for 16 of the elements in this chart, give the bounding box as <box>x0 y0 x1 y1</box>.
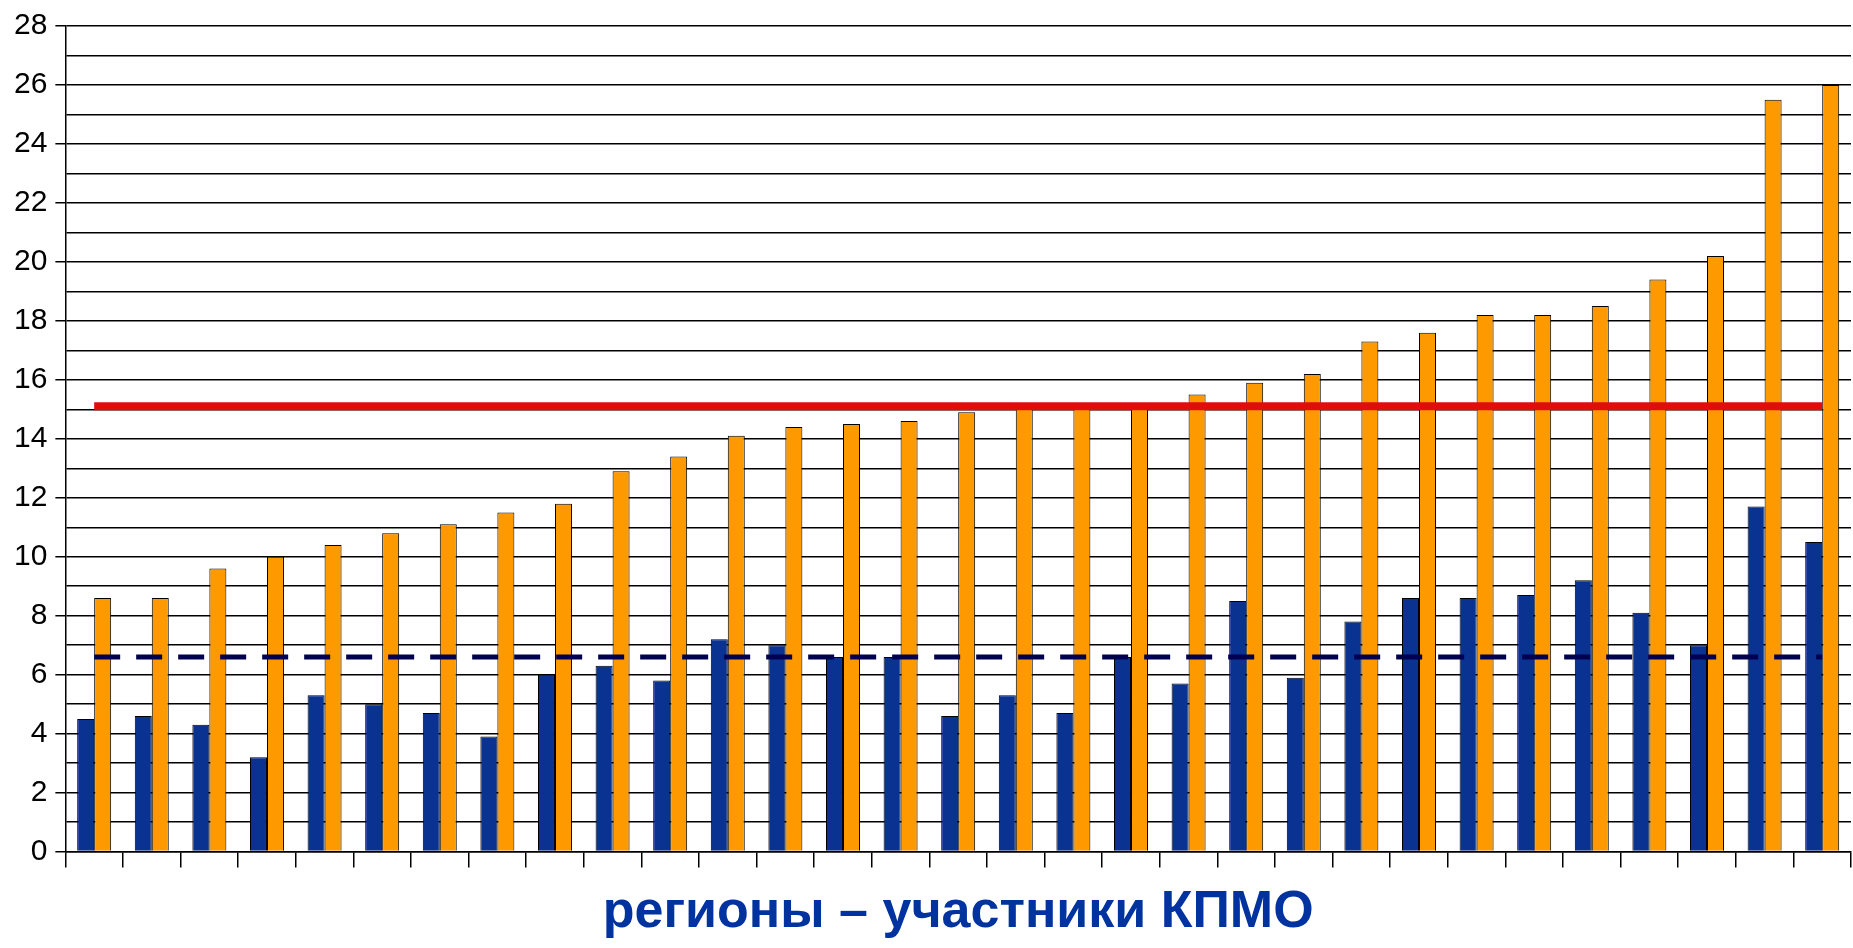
y-tick-label: 14 <box>13 420 48 454</box>
y-tick-label: 8 <box>30 596 48 630</box>
y-tick-label: 0 <box>30 832 48 866</box>
y-tick-label: 18 <box>13 302 48 336</box>
y-tick-label: 16 <box>13 361 48 395</box>
y-tick-label: 20 <box>13 243 48 277</box>
y-tick-label: 24 <box>13 125 48 159</box>
y-tick-label: 6 <box>30 655 48 689</box>
y-tick-label: 12 <box>13 479 48 513</box>
y-tick-label: 10 <box>13 538 48 572</box>
y-tick-label: 28 <box>13 7 48 41</box>
y-tick-label: 26 <box>13 66 48 100</box>
x-axis-title: регионы – участники КПМО <box>602 880 1314 939</box>
y-tick-label: 22 <box>13 184 48 218</box>
y-tick-label: 4 <box>30 714 48 748</box>
y-tick-label: 2 <box>30 773 48 807</box>
